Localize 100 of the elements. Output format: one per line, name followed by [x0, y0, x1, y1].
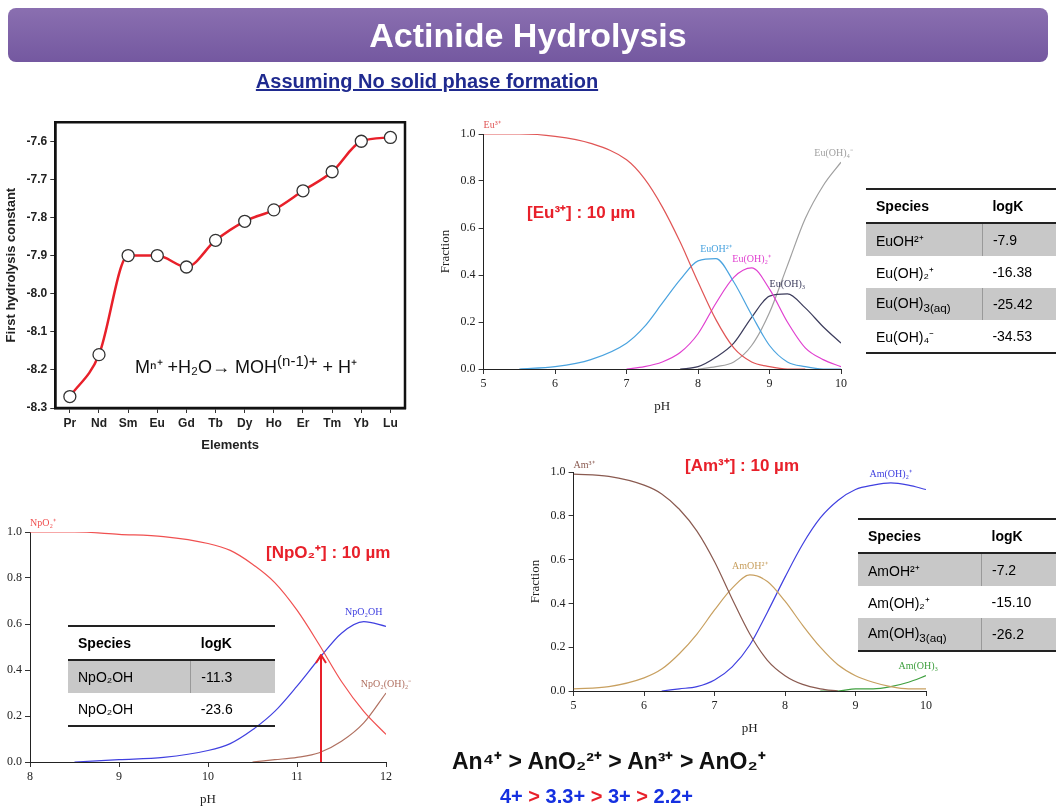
x-tick-label: Pr	[63, 415, 77, 430]
annotation: NpO₂OH	[77, 700, 135, 719]
annotation: Am(OH)₂⁺	[867, 593, 931, 613]
y-tick-label: 1.0	[550, 464, 566, 479]
y-tick-label: 0.2	[460, 314, 476, 329]
x-tick-label: Er	[296, 415, 310, 430]
y-tick-label: 0.4	[460, 267, 476, 282]
annotation: [Eu³⁺] : 10 µm	[527, 202, 636, 223]
y-axis-title: First hydrolysis constant	[3, 187, 19, 343]
x-tick-label: 10	[835, 376, 847, 391]
y-tick-label: 0.6	[7, 616, 22, 631]
x-tick-label: 9	[852, 698, 859, 713]
y-tick-label: 0.2	[7, 708, 22, 723]
text: An⁴⁺ > AnO₂²⁺ > An³⁺ > AnO₂⁺	[452, 747, 766, 776]
x-tick-label: Ho	[265, 415, 282, 430]
x-tick-label: Yb	[353, 415, 369, 430]
series-label: Eu(OH)₄⁻	[814, 146, 854, 159]
y-tick-label: -7.8	[26, 209, 48, 224]
series-label: Am(OH)₃	[898, 660, 938, 673]
series-label: AmOH²⁺	[732, 559, 769, 571]
x-tick-label: 9	[766, 376, 773, 391]
text: Eu(OH)$_{3(aq)}$	[866, 288, 983, 320]
y-tick-label: -7.9	[26, 247, 48, 262]
series-label: Am³⁺	[573, 458, 596, 470]
x-tick-label: 12	[380, 769, 392, 784]
text: EuOH²⁺	[866, 223, 983, 256]
series-label: Am(OH)₂⁺	[869, 467, 914, 480]
x-tick-label: 9	[116, 769, 122, 784]
x-tick-label: 7	[711, 698, 718, 713]
x-tick-label: 7	[623, 376, 630, 391]
series-label: Eu³⁺	[483, 118, 502, 130]
text: Eu(OH)₂⁺	[875, 263, 935, 283]
x-tick-label: 10	[920, 698, 932, 713]
text: logK	[982, 189, 1056, 223]
text: 4+ > 3.3+ > 3+ > 2.2+	[500, 785, 693, 807]
y-tick-label: 0.8	[460, 173, 476, 188]
y-tick-label: 1.0	[7, 524, 22, 539]
annotation: NpO₂OH	[68, 660, 191, 693]
series-label: Eu(OH)₂⁺	[732, 252, 772, 265]
y-tick-label: 0.6	[550, 551, 566, 566]
text: Assuming No solid phase formation	[254, 70, 600, 93]
x-tick-label: Gd	[178, 415, 195, 430]
text: -16.38	[991, 263, 1034, 282]
text: Actinide Hydrolysis	[8, 8, 1048, 62]
y-axis-title: Fraction	[527, 559, 543, 604]
x-tick-label: 8	[695, 376, 702, 391]
x-tick-label: 8	[782, 698, 789, 713]
annotation: logK	[190, 626, 275, 660]
annotation: [NpO₂⁺] : 10 µm	[266, 542, 391, 563]
y-tick-label: 0.2	[550, 639, 566, 654]
text: Eu(OH)₄⁻	[875, 327, 936, 347]
annotation: Species	[858, 519, 982, 553]
text: logK	[981, 519, 1056, 553]
text: -34.53	[991, 327, 1034, 346]
x-tick-label: Nd	[90, 415, 107, 430]
y-tick-label: -8.3	[26, 400, 48, 415]
annotation: AmOH²⁺	[858, 553, 982, 586]
x-axis-title: Elements	[201, 436, 260, 452]
annotation: Species	[68, 626, 191, 660]
annotation: -11.3	[190, 660, 275, 693]
text: Species	[866, 189, 983, 223]
y-tick-label: 0.8	[7, 570, 22, 585]
annotation: Mⁿ⁺ +H₂O→ MOH$^{(n-1)+}$ + H⁺	[135, 352, 358, 378]
series-label: Eu(OH)₃	[769, 278, 806, 291]
x-axis-title: pH	[200, 790, 216, 806]
x-tick-label: 11	[291, 769, 303, 784]
y-tick-label: 0.4	[7, 662, 22, 677]
series-label: NpO₂OH	[345, 606, 383, 618]
text: -15.10	[990, 593, 1033, 612]
x-tick-label: 5	[570, 698, 577, 713]
text: -26.2	[981, 618, 1056, 651]
y-tick-label: -7.7	[26, 171, 48, 186]
x-tick-label: Dy	[237, 415, 253, 430]
annotation: Am(OH)$_{3(aq)}$	[858, 618, 982, 651]
text: -7.2	[981, 553, 1056, 586]
y-tick-label: 0.6	[460, 220, 476, 235]
series-label: NpO₂(OH)₂⁻	[360, 677, 413, 690]
x-axis-title: pH	[654, 397, 671, 413]
y-tick-label: 0.4	[550, 595, 566, 610]
series-label: EuOH²⁺	[700, 243, 733, 255]
x-tick-label: 5	[480, 376, 487, 391]
text: -7.9	[982, 223, 1056, 256]
x-tick-label: 8	[27, 769, 33, 784]
y-tick-label: 0.0	[7, 754, 22, 769]
x-tick-label: 10	[202, 769, 214, 784]
text: -25.42	[982, 288, 1056, 320]
y-tick-label: 0.8	[550, 507, 566, 522]
x-tick-label: 6	[641, 698, 648, 713]
y-tick-label: -8.1	[26, 324, 48, 339]
annotation: [Am³⁺] : 10 µm	[685, 455, 800, 476]
y-tick-label: -7.6	[26, 133, 48, 148]
x-tick-label: Tm	[323, 415, 342, 430]
x-tick-label: Eu	[149, 415, 165, 430]
y-tick-label: -8.2	[26, 362, 48, 377]
y-tick-label: -8.0	[26, 285, 48, 300]
x-axis-title: pH	[741, 719, 758, 735]
series-label: NpO₂⁺	[30, 516, 57, 528]
y-tick-label: 1.0	[460, 126, 476, 141]
y-axis-title: Fraction	[437, 229, 453, 274]
annotation: -23.6	[199, 700, 234, 719]
